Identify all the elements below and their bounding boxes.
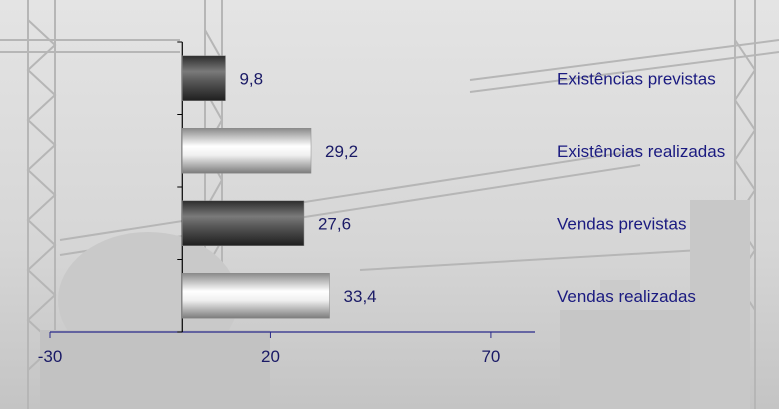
data-label: 33,4 [344, 287, 377, 306]
bar [182, 200, 305, 246]
data-label: 27,6 [318, 214, 351, 233]
data-label: 9,8 [239, 69, 263, 88]
bars [182, 55, 330, 319]
data-label: 29,2 [325, 142, 358, 161]
bar [182, 273, 330, 319]
x-tick-label: 70 [481, 347, 500, 366]
category-label: Existências realizadas [557, 142, 725, 161]
category-label: Existências previstas [557, 69, 716, 88]
x-tick-label: -30 [38, 347, 63, 366]
bar [182, 128, 312, 174]
category-label: Vendas previstas [557, 214, 686, 233]
x-tick-label: 20 [261, 347, 280, 366]
labels: 9,8 Existências previstas 29,2 Existências … [239, 69, 725, 306]
category-label: Vendas realizadas [557, 287, 696, 306]
bar [182, 55, 226, 101]
axes: -30 20 70 [38, 41, 535, 366]
